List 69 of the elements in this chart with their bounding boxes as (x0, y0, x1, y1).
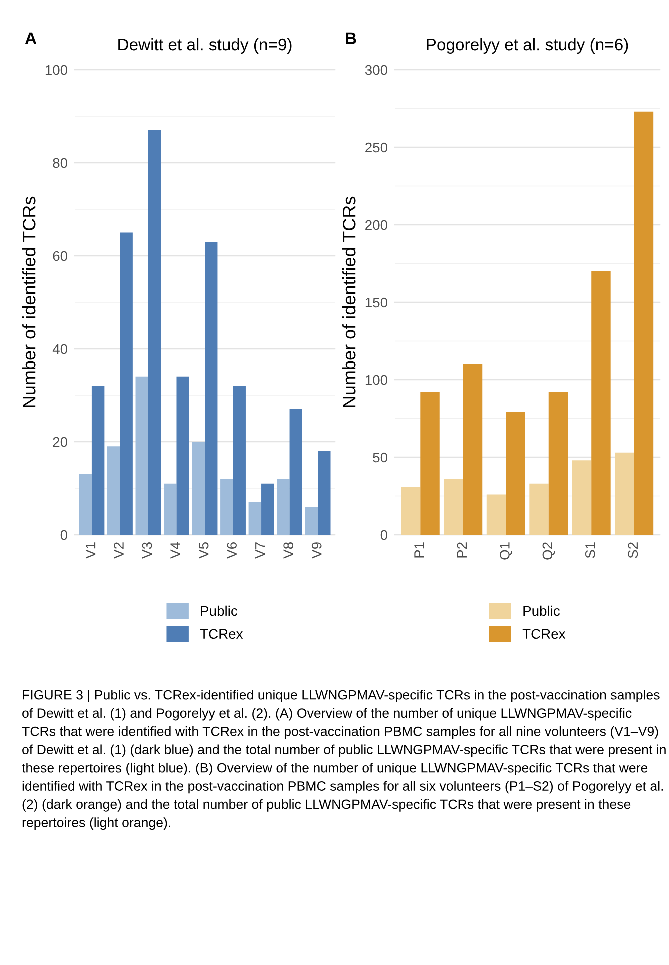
bar (176, 376, 190, 535)
bar (548, 392, 568, 535)
x-tick-label: V4 (170, 542, 180, 559)
legend-label: TCRex (200, 629, 244, 640)
x-tick-label: V1 (86, 542, 96, 559)
x-tick-label: S2 (628, 542, 638, 558)
y-tick-label: 100 (46, 65, 68, 76)
bar (192, 442, 205, 535)
bar (572, 460, 592, 535)
chart-title: Pogorelyy et al. study (n=6) (427, 38, 628, 54)
bar (120, 232, 133, 535)
bar (164, 484, 177, 535)
bar (506, 412, 526, 535)
x-tick-label: P2 (457, 542, 467, 558)
y-tick-label: 300 (365, 65, 388, 76)
chart-title: Dewitt et al. study (n=9) (118, 38, 292, 54)
y-tick-label: 0 (380, 530, 388, 540)
text: A (25, 32, 37, 44)
bar (592, 272, 611, 535)
y-tick-label: 80 (53, 158, 68, 168)
bar (401, 486, 421, 535)
bar (79, 474, 92, 535)
y-tick-label: 60 (53, 251, 68, 262)
bar (136, 376, 148, 535)
x-tick-label: V6 (227, 542, 237, 559)
y-tick-label: 250 (366, 142, 388, 153)
x-tick-label: V8 (284, 542, 294, 559)
x-tick-label: S1 (586, 542, 596, 558)
bar (634, 112, 654, 535)
y-tick-label: 20 (53, 437, 68, 448)
bar (262, 484, 274, 535)
bar (148, 130, 162, 535)
y-tick-label: 100 (366, 375, 388, 386)
x-tick-label: V2 (114, 542, 124, 559)
bar (615, 452, 634, 535)
bar (318, 451, 331, 535)
bar (463, 364, 483, 535)
bar (108, 446, 120, 535)
y-tick-label: 150 (366, 298, 388, 308)
bar (290, 409, 302, 535)
x-tick-label: V9 (312, 542, 322, 559)
text: B (346, 32, 356, 44)
legend-label: Public (524, 606, 560, 616)
x-tick-label: P1 (414, 542, 424, 558)
y-tick-label: 50 (373, 452, 388, 463)
bar (205, 242, 218, 535)
bar (92, 386, 105, 535)
bar (305, 507, 318, 535)
bar (277, 479, 290, 535)
x-tick-label: Q2 (542, 542, 556, 560)
x-tick-label: V7 (256, 542, 266, 559)
bar (420, 392, 440, 535)
x-tick-label: Q1 (500, 542, 512, 560)
legend-label: Public (201, 606, 238, 616)
y-axis-title: Number of identified TCRs (22, 196, 36, 408)
y-tick-label: 0 (60, 530, 68, 540)
bar (444, 479, 464, 535)
bar (530, 484, 549, 535)
bar (486, 494, 506, 535)
y-tick-label: 200 (366, 220, 388, 230)
x-tick-label: V3 (142, 542, 152, 559)
bar (233, 386, 246, 535)
x-tick-label: V5 (199, 542, 209, 559)
y-axis-title: Number of identified TCRs (342, 196, 356, 408)
y-tick-label: 40 (52, 344, 68, 354)
bar (220, 479, 234, 535)
bar (248, 502, 262, 535)
caption: FIGURE 3 | Public vs. TCRex-identified unique LLWNGPMAV-specific TCRs in the post-vaccination samples of Dewitt et al. (1) and Pogorelyy et al. (2). (A) Overview of the number of unique LLWNGPMAV-specific TCRs that were identified with TCRex in the post-vaccination PBMC samples for all nine volunteers (V1–V9) of Dewitt et al. (1) (dark blue) and the total number of public LLWNGPMAV-specific TCRs that were present in these repertoires (light blue). (B) Overview of the number of unique LLWNGPMAV-specific TCRs that were identified with TCRex in the post-vaccination PBMC samples for all six volunteers (P1–S2) of Pogorelyy et al. (2) (dark orange) and the total number of public LLWNGPMAV-specific TCRs that were present in these repertoires (light orange). (22, 690, 666, 830)
legend-label: TCRex (522, 629, 566, 640)
